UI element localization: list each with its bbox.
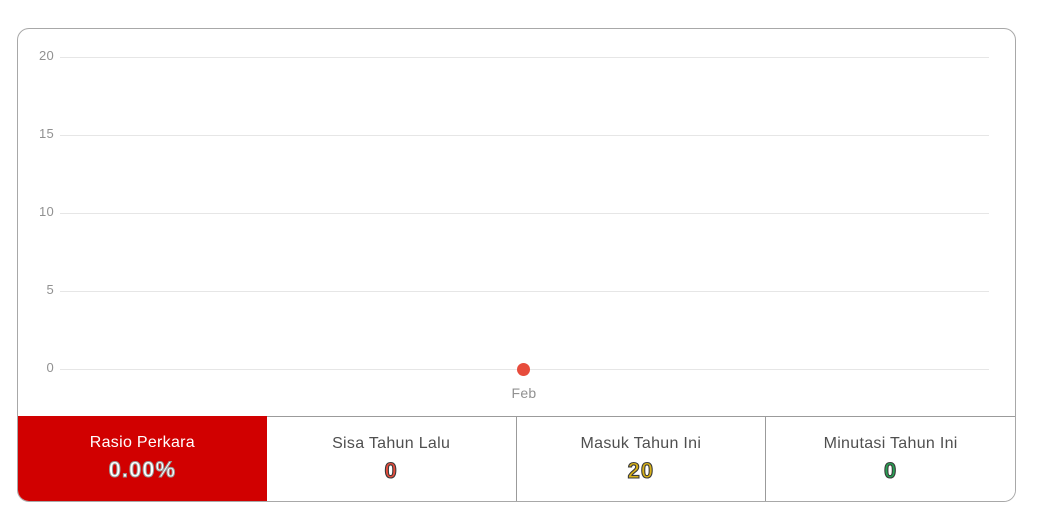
y-axis-tick-5: 5 (46, 282, 54, 297)
stat-label: Rasio Perkara (89, 434, 196, 451)
line-chart: 20 15 10 5 0 Feb (18, 29, 1015, 416)
stat-value: 0 (384, 457, 398, 483)
x-axis-tick-feb: Feb (511, 385, 537, 401)
y-axis-tick-10: 10 (38, 204, 54, 219)
gridline-20 (60, 57, 989, 58)
y-axis-tick-0: 0 (46, 360, 54, 375)
y-axis-tick-15: 15 (38, 126, 54, 141)
stat-value: 20 (627, 457, 655, 483)
stat-label: Masuk Tahun Ini (580, 434, 702, 452)
gridline-10 (60, 213, 989, 214)
stat-label: Sisa Tahun Lalu (332, 434, 451, 452)
gridline-15 (60, 135, 989, 136)
y-axis-tick-20: 20 (38, 48, 54, 63)
gridline-5 (60, 291, 989, 292)
stat-value: 0 (883, 457, 898, 483)
stats-footer: Rasio Perkara 0.00% Sisa Tahun Lalu 0 Ma… (18, 416, 1015, 501)
stat-panel-rasio-perkara[interactable]: Rasio Perkara 0.00% (18, 416, 267, 501)
stat-label: Minutasi Tahun Ini (823, 434, 958, 452)
stat-panel-minutasi-tahun-ini[interactable]: Minutasi Tahun Ini 0 (765, 417, 1015, 501)
stat-panel-sisa-tahun-lalu[interactable]: Sisa Tahun Lalu 0 (267, 417, 516, 501)
stat-value: 0.00% (108, 457, 177, 483)
stat-panel-masuk-tahun-ini[interactable]: Masuk Tahun Ini 20 (515, 417, 766, 501)
data-point-feb[interactable] (517, 363, 530, 376)
chart-widget: 20 15 10 5 0 Feb Rasio Perkara 0.00% Sis… (17, 28, 1016, 502)
